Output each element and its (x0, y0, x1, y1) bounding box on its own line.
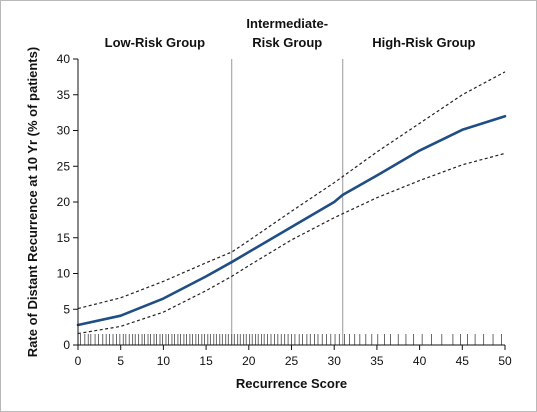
x-tick-label: 25 (285, 354, 299, 368)
y-tick-label: 0 (63, 338, 70, 352)
confidence-band (77, 71, 506, 335)
x-tick-label: 40 (413, 354, 427, 368)
x-tick-label: 5 (117, 354, 124, 368)
y-tick-label: 15 (57, 231, 71, 245)
y-tick-label: 5 (63, 302, 70, 316)
group-label: High-Risk Group (372, 35, 475, 50)
x-tick-label: 20 (242, 354, 256, 368)
x-axis-title: Recurrence Score (236, 376, 347, 391)
estimate-series (76, 114, 507, 327)
y-axis-title: Rate of Distant Recurrence at 10 Yr (% o… (25, 47, 40, 357)
x-tick-label: 15 (199, 354, 213, 368)
y-tick-label: 40 (57, 52, 71, 66)
y-tick-label: 10 (57, 267, 71, 281)
y-axis-ticks: 0 5 10 15 20 25 30 35 40 (57, 52, 78, 352)
estimate-line (76, 114, 507, 327)
x-tick-label: 50 (498, 354, 512, 368)
x-axis-ticks: 0 5 10 15 20 25 30 35 40 45 50 (75, 345, 512, 368)
group-label-line1: Intermediate- (246, 16, 328, 31)
x-tick-label: 35 (370, 354, 384, 368)
group-labels: Low-Risk Group Intermediate- Risk Group Hig… (105, 16, 476, 50)
group-label-line2: Risk Group (252, 35, 322, 50)
group-dividers (231, 59, 344, 345)
y-tick-label: 25 (57, 159, 71, 173)
axes (77, 59, 505, 346)
lower-ci-line (77, 152, 506, 335)
group-label: Low-Risk Group (105, 35, 205, 50)
x-tick-label: 0 (75, 354, 82, 368)
y-tick-label: 30 (57, 124, 71, 138)
x-tick-label: 10 (157, 354, 171, 368)
y-tick-label: 20 (57, 195, 71, 209)
x-tick-label: 30 (328, 354, 342, 368)
x-tick-label: 45 (456, 354, 470, 368)
upper-ci-line (77, 71, 506, 310)
rug-plot (80, 334, 502, 345)
y-tick-label: 35 (57, 88, 71, 102)
